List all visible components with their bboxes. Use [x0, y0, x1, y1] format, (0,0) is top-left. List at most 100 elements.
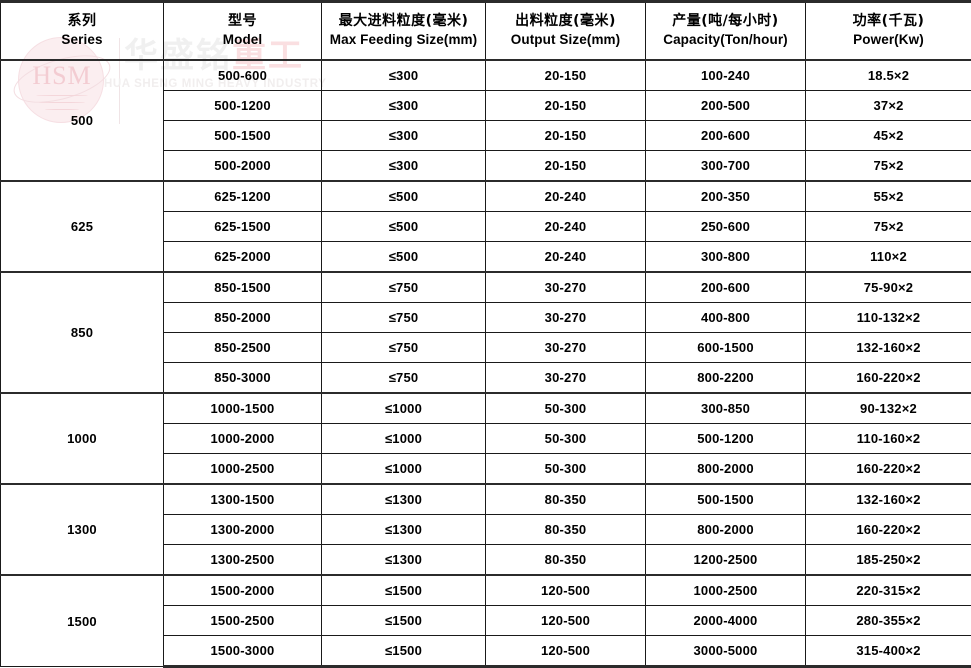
- max-feeding-size-cell: ≤1000: [322, 454, 486, 485]
- output-size-cell: 120-500: [486, 575, 646, 606]
- model-cell: 500-2000: [164, 151, 322, 182]
- header-cn: 最大进料粒度(毫米): [322, 13, 485, 31]
- output-size-cell: 30-270: [486, 363, 646, 394]
- model-cell: 850-2000: [164, 303, 322, 333]
- capacity-cell: 800-2000: [646, 454, 806, 485]
- column-header-max-feeding-size: 最大进料粒度(毫米) Max Feeding Size(mm): [322, 2, 486, 61]
- power-cell: 18.5×2: [806, 60, 971, 91]
- series-cell: 500: [1, 60, 164, 181]
- output-size-cell: 20-240: [486, 242, 646, 273]
- output-size-cell: 20-240: [486, 181, 646, 212]
- max-feeding-size-cell: ≤750: [322, 272, 486, 303]
- output-size-cell: 20-150: [486, 151, 646, 182]
- series-cell: 850: [1, 272, 164, 393]
- output-size-cell: 50-300: [486, 424, 646, 454]
- max-feeding-size-cell: ≤500: [322, 212, 486, 242]
- power-cell: 75×2: [806, 151, 971, 182]
- capacity-cell: 200-600: [646, 272, 806, 303]
- max-feeding-size-cell: ≤300: [322, 151, 486, 182]
- capacity-cell: 250-600: [646, 212, 806, 242]
- capacity-cell: 200-600: [646, 121, 806, 151]
- header-en: Max Feeding Size(mm): [322, 31, 485, 48]
- header-en: Series: [1, 31, 163, 48]
- power-cell: 110×2: [806, 242, 971, 273]
- output-size-cell: 80-350: [486, 515, 646, 545]
- capacity-cell: 300-700: [646, 151, 806, 182]
- max-feeding-size-cell: ≤750: [322, 363, 486, 394]
- model-cell: 1300-1500: [164, 484, 322, 515]
- column-header-model: 型号 Model: [164, 2, 322, 61]
- header-en: Capacity(Ton/hour): [646, 31, 805, 48]
- output-size-cell: 30-270: [486, 333, 646, 363]
- power-cell: 315-400×2: [806, 636, 971, 667]
- power-cell: 185-250×2: [806, 545, 971, 576]
- model-cell: 625-1500: [164, 212, 322, 242]
- series-cell: 1300: [1, 484, 164, 575]
- series-cell: 1000: [1, 393, 164, 484]
- capacity-cell: 800-2200: [646, 363, 806, 394]
- power-cell: 280-355×2: [806, 606, 971, 636]
- model-cell: 1500-2500: [164, 606, 322, 636]
- header-row: 系列 Series 型号 Model 最大进料粒度(毫米) Max Feedin…: [1, 2, 971, 61]
- max-feeding-size-cell: ≤300: [322, 91, 486, 121]
- output-size-cell: 120-500: [486, 636, 646, 667]
- output-size-cell: 120-500: [486, 606, 646, 636]
- power-cell: 160-220×2: [806, 363, 971, 394]
- max-feeding-size-cell: ≤500: [322, 181, 486, 212]
- max-feeding-size-cell: ≤750: [322, 333, 486, 363]
- model-cell: 625-2000: [164, 242, 322, 273]
- series-cell: 1500: [1, 575, 164, 667]
- capacity-cell: 3000-5000: [646, 636, 806, 667]
- table-header: 系列 Series 型号 Model 最大进料粒度(毫米) Max Feedin…: [1, 2, 971, 61]
- capacity-cell: 500-1200: [646, 424, 806, 454]
- header-cn: 出料粒度(毫米): [486, 13, 645, 31]
- power-cell: 110-132×2: [806, 303, 971, 333]
- model-cell: 500-600: [164, 60, 322, 91]
- model-cell: 1000-2500: [164, 454, 322, 485]
- column-header-series: 系列 Series: [1, 2, 164, 61]
- capacity-cell: 200-500: [646, 91, 806, 121]
- power-cell: 90-132×2: [806, 393, 971, 424]
- capacity-cell: 800-2000: [646, 515, 806, 545]
- max-feeding-size-cell: ≤1000: [322, 424, 486, 454]
- header-cn: 功率(千瓦): [806, 13, 971, 31]
- output-size-cell: 20-150: [486, 60, 646, 91]
- power-cell: 45×2: [806, 121, 971, 151]
- capacity-cell: 100-240: [646, 60, 806, 91]
- power-cell: 55×2: [806, 181, 971, 212]
- model-cell: 1500-3000: [164, 636, 322, 667]
- capacity-cell: 300-850: [646, 393, 806, 424]
- header-cn: 产量(吨/每小时): [646, 13, 805, 31]
- capacity-cell: 200-350: [646, 181, 806, 212]
- max-feeding-size-cell: ≤1300: [322, 484, 486, 515]
- header-cn: 系列: [1, 13, 163, 31]
- column-header-output-size: 出料粒度(毫米) Output Size(mm): [486, 2, 646, 61]
- capacity-cell: 600-1500: [646, 333, 806, 363]
- output-size-cell: 20-150: [486, 121, 646, 151]
- capacity-cell: 1000-2500: [646, 575, 806, 606]
- power-cell: 132-160×2: [806, 484, 971, 515]
- header-en: Model: [164, 31, 321, 48]
- model-cell: 850-1500: [164, 272, 322, 303]
- power-cell: 220-315×2: [806, 575, 971, 606]
- max-feeding-size-cell: ≤300: [322, 60, 486, 91]
- max-feeding-size-cell: ≤1300: [322, 545, 486, 576]
- max-feeding-size-cell: ≤1000: [322, 393, 486, 424]
- max-feeding-size-cell: ≤500: [322, 242, 486, 273]
- model-cell: 500-1200: [164, 91, 322, 121]
- capacity-cell: 1200-2500: [646, 545, 806, 576]
- column-header-capacity: 产量(吨/每小时) Capacity(Ton/hour): [646, 2, 806, 61]
- power-cell: 37×2: [806, 91, 971, 121]
- column-header-power: 功率(千瓦) Power(Kw): [806, 2, 971, 61]
- capacity-cell: 300-800: [646, 242, 806, 273]
- header-en: Power(Kw): [806, 31, 971, 48]
- output-size-cell: 80-350: [486, 484, 646, 515]
- power-cell: 160-220×2: [806, 515, 971, 545]
- model-cell: 1300-2000: [164, 515, 322, 545]
